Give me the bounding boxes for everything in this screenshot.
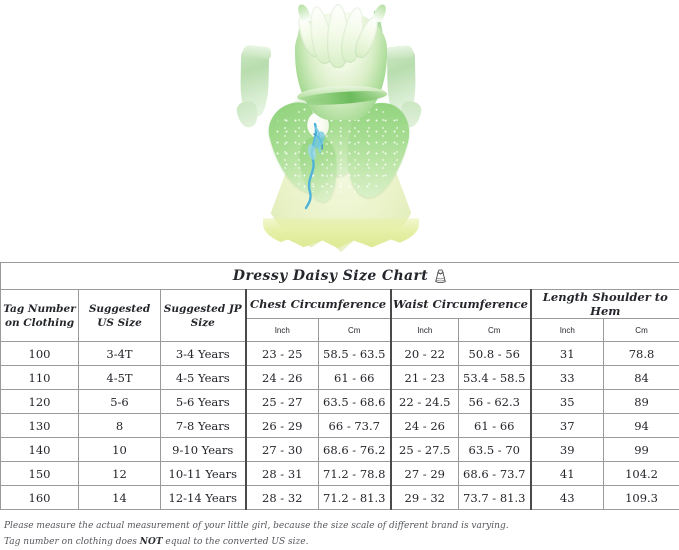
cell-waist-inch: 24 - 26 [391, 414, 459, 438]
dress-icon [434, 269, 447, 284]
cell-tag: 150 [1, 462, 79, 486]
footnote-tag-number: Tag number on clothing does NOT equal to… [4, 534, 675, 550]
footnotes: Please measure the actual measurement of… [0, 510, 679, 550]
cell-length-inch: 33 [531, 366, 604, 390]
cell-jp: 7-8 Years [161, 414, 246, 438]
cell-waist-cm: 56 - 62.3 [459, 390, 531, 414]
cell-waist-cm: 73.7 - 81.3 [459, 486, 531, 510]
cell-tag: 120 [1, 390, 79, 414]
table-row: 110 4-5T 4-5 Years 24 - 26 61 - 66 21 - … [1, 366, 679, 390]
cell-waist-cm: 63.5 - 70 [459, 438, 531, 462]
subheader-waist-cm: Cm [459, 319, 531, 342]
col-header-waist: Waist Circumference [391, 290, 531, 319]
cell-length-cm: 99 [604, 438, 679, 462]
subheader-chest-inch: Inch [246, 319, 319, 342]
cell-chest-inch: 26 - 29 [246, 414, 319, 438]
footnote-tag-strong: NOT [140, 537, 163, 547]
cell-length-cm: 109.3 [604, 486, 679, 510]
col-header-chest: Chest Circumference [246, 290, 391, 319]
cell-jp: 10-11 Years [161, 462, 246, 486]
table-row: 150 12 10-11 Years 28 - 31 71.2 - 78.8 2… [1, 462, 679, 486]
cell-chest-cm: 71.2 - 81.3 [319, 486, 391, 510]
cell-length-inch: 41 [531, 462, 604, 486]
chart-title-cell: Dressy Daisy Size Chart [1, 263, 679, 290]
cell-jp: 3-4 Years [161, 342, 246, 366]
cell-chest-inch: 28 - 31 [246, 462, 319, 486]
cell-waist-cm: 61 - 66 [459, 414, 531, 438]
cell-length-inch: 31 [531, 342, 604, 366]
cell-length-cm: 104.2 [604, 462, 679, 486]
cell-chest-cm: 71.2 - 78.8 [319, 462, 391, 486]
cell-jp: 9-10 Years [161, 438, 246, 462]
dress-illustration [0, 0, 679, 262]
table-row: 140 10 9-10 Years 27 - 30 68.6 - 76.2 25… [1, 438, 679, 462]
table-header-row-main: Tag Number on Clothing Suggested US Size… [1, 290, 679, 319]
collar-tip-right [372, 3, 388, 24]
subheader-length-inch: Inch [531, 319, 604, 342]
cell-waist-cm: 68.6 - 73.7 [459, 462, 531, 486]
chart-title-text: Dressy Daisy Size Chart [233, 268, 428, 284]
cell-length-cm: 94 [604, 414, 679, 438]
blue-vine-applique [301, 122, 327, 210]
cell-waist-inch: 21 - 23 [391, 366, 459, 390]
cell-waist-inch: 27 - 29 [391, 462, 459, 486]
size-chart-table: Dressy Daisy Size Chart Tag Number on Cl… [0, 262, 679, 510]
cell-length-cm: 84 [604, 366, 679, 390]
cell-waist-cm: 53.4 - 58.5 [459, 366, 531, 390]
dress-body [255, 4, 425, 254]
cell-length-inch: 37 [531, 414, 604, 438]
cell-jp: 5-6 Years [161, 390, 246, 414]
cell-us: 12 [79, 462, 161, 486]
cell-length-cm: 89 [604, 390, 679, 414]
table-row: 130 8 7-8 Years 26 - 29 66 - 73.7 24 - 2… [1, 414, 679, 438]
cell-tag: 160 [1, 486, 79, 510]
table-row: 120 5-6 5-6 Years 25 - 27 63.5 - 68.6 22… [1, 390, 679, 414]
cell-chest-cm: 61 - 66 [319, 366, 391, 390]
cell-waist-cm: 50.8 - 56 [459, 342, 531, 366]
cell-chest-inch: 28 - 32 [246, 486, 319, 510]
cell-jp: 4-5 Years [161, 366, 246, 390]
col-header-tag-number: Tag Number on Clothing [1, 290, 79, 342]
cell-tag: 110 [1, 366, 79, 390]
cell-length-inch: 39 [531, 438, 604, 462]
cell-chest-inch: 24 - 26 [246, 366, 319, 390]
cell-chest-inch: 23 - 25 [246, 342, 319, 366]
cell-waist-inch: 25 - 27.5 [391, 438, 459, 462]
subheader-chest-cm: Cm [319, 319, 391, 342]
footnote-tag-after: equal to the converted US size. [163, 537, 309, 547]
product-photo [0, 0, 679, 262]
cell-chest-cm: 66 - 73.7 [319, 414, 391, 438]
table-row: 100 3-4T 3-4 Years 23 - 25 58.5 - 63.5 2… [1, 342, 679, 366]
footnote-measure: Please measure the actual measurement of… [4, 518, 675, 534]
cell-chest-cm: 68.6 - 76.2 [319, 438, 391, 462]
cell-tag: 100 [1, 342, 79, 366]
cell-length-cm: 78.8 [604, 342, 679, 366]
cell-us: 14 [79, 486, 161, 510]
cell-tag: 130 [1, 414, 79, 438]
cell-waist-inch: 22 - 24.5 [391, 390, 459, 414]
table-row: 160 14 12-14 Years 28 - 32 71.2 - 81.3 2… [1, 486, 679, 510]
cell-chest-cm: 58.5 - 63.5 [319, 342, 391, 366]
cell-tag: 140 [1, 438, 79, 462]
cell-jp: 12-14 Years [161, 486, 246, 510]
cell-length-inch: 43 [531, 486, 604, 510]
cell-us: 3-4T [79, 342, 161, 366]
cell-chest-inch: 27 - 30 [246, 438, 319, 462]
cell-chest-cm: 63.5 - 68.6 [319, 390, 391, 414]
cell-us: 10 [79, 438, 161, 462]
cell-us: 4-5T [79, 366, 161, 390]
cell-waist-inch: 20 - 22 [391, 342, 459, 366]
cell-length-inch: 35 [531, 390, 604, 414]
cell-us: 5-6 [79, 390, 161, 414]
col-header-jp-size: Suggested JP Size [161, 290, 246, 342]
subheader-waist-inch: Inch [391, 319, 459, 342]
cell-waist-inch: 29 - 32 [391, 486, 459, 510]
col-header-length: Length Shoulder to Hem [531, 290, 679, 319]
table-title-row: Dressy Daisy Size Chart [1, 263, 679, 290]
col-header-us-size: Suggested US Size [79, 290, 161, 342]
subheader-length-cm: Cm [604, 319, 679, 342]
cell-us: 8 [79, 414, 161, 438]
cell-chest-inch: 25 - 27 [246, 390, 319, 414]
footnote-tag-before: Tag number on clothing does [4, 537, 140, 547]
